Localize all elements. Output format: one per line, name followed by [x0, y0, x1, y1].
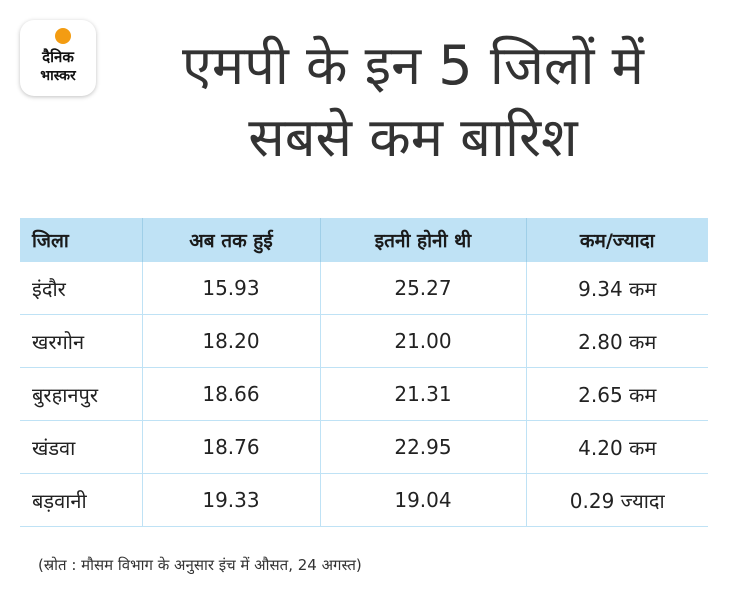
cell-received: 18.66 [142, 367, 321, 421]
table-row: बड़वानी 19.33 19.04 0.29 ज्यादा [20, 473, 708, 527]
table-row: खरगोन 18.20 21.00 2.80 कम [20, 314, 708, 368]
cell-received: 15.93 [142, 262, 321, 315]
cell-expected: 21.31 [320, 367, 527, 421]
cell-diff: 2.80 कम [526, 314, 708, 368]
cell-district: इंदौर [20, 262, 143, 315]
cell-district: बड़वानी [20, 473, 143, 527]
brand-logo: दैनिक भास्कर [20, 20, 96, 96]
logo-text-line1: दैनिक [42, 48, 74, 66]
table-row: बुरहानपुर 18.66 21.31 2.65 कम [20, 367, 708, 421]
cell-diff: 9.34 कम [526, 262, 708, 315]
header-received: अब तक हुई [142, 218, 321, 262]
headline-line1: एमपी के इन 5 जिलों में [182, 34, 644, 97]
sun-icon [55, 28, 71, 44]
headline: एमपी के इन 5 जिलों में सबसे कम बारिश [118, 30, 708, 174]
cell-diff: 0.29 ज्यादा [526, 473, 708, 527]
rainfall-table: जिला अब तक हुई इतनी होनी थी कम/ज्यादा इं… [20, 218, 708, 527]
cell-received: 19.33 [142, 473, 321, 527]
logo-text-line2: भास्कर [40, 68, 76, 84]
header-expected: इतनी होनी थी [320, 218, 527, 262]
table-header-row: जिला अब तक हुई इतनी होनी थी कम/ज्यादा [20, 218, 708, 262]
source-note: (स्रोत : मौसम विभाग के अनुसार इंच में औस… [38, 556, 362, 574]
table-row: इंदौर 15.93 25.27 9.34 कम [20, 262, 708, 315]
cell-received: 18.76 [142, 420, 321, 474]
cell-district: खरगोन [20, 314, 143, 368]
cell-expected: 22.95 [320, 420, 527, 474]
cell-received: 18.20 [142, 314, 321, 368]
table-row: खंडवा 18.76 22.95 4.20 कम [20, 420, 708, 474]
cell-district: खंडवा [20, 420, 143, 474]
cell-expected: 19.04 [320, 473, 527, 527]
cell-expected: 25.27 [320, 262, 527, 315]
cell-expected: 21.00 [320, 314, 527, 368]
cell-diff: 4.20 कम [526, 420, 708, 474]
header-diff: कम/ज्यादा [526, 218, 708, 262]
headline-line2: सबसे कम बारिश [248, 106, 578, 169]
cell-district: बुरहानपुर [20, 367, 143, 421]
header-district: जिला [20, 218, 143, 262]
cell-diff: 2.65 कम [526, 367, 708, 421]
